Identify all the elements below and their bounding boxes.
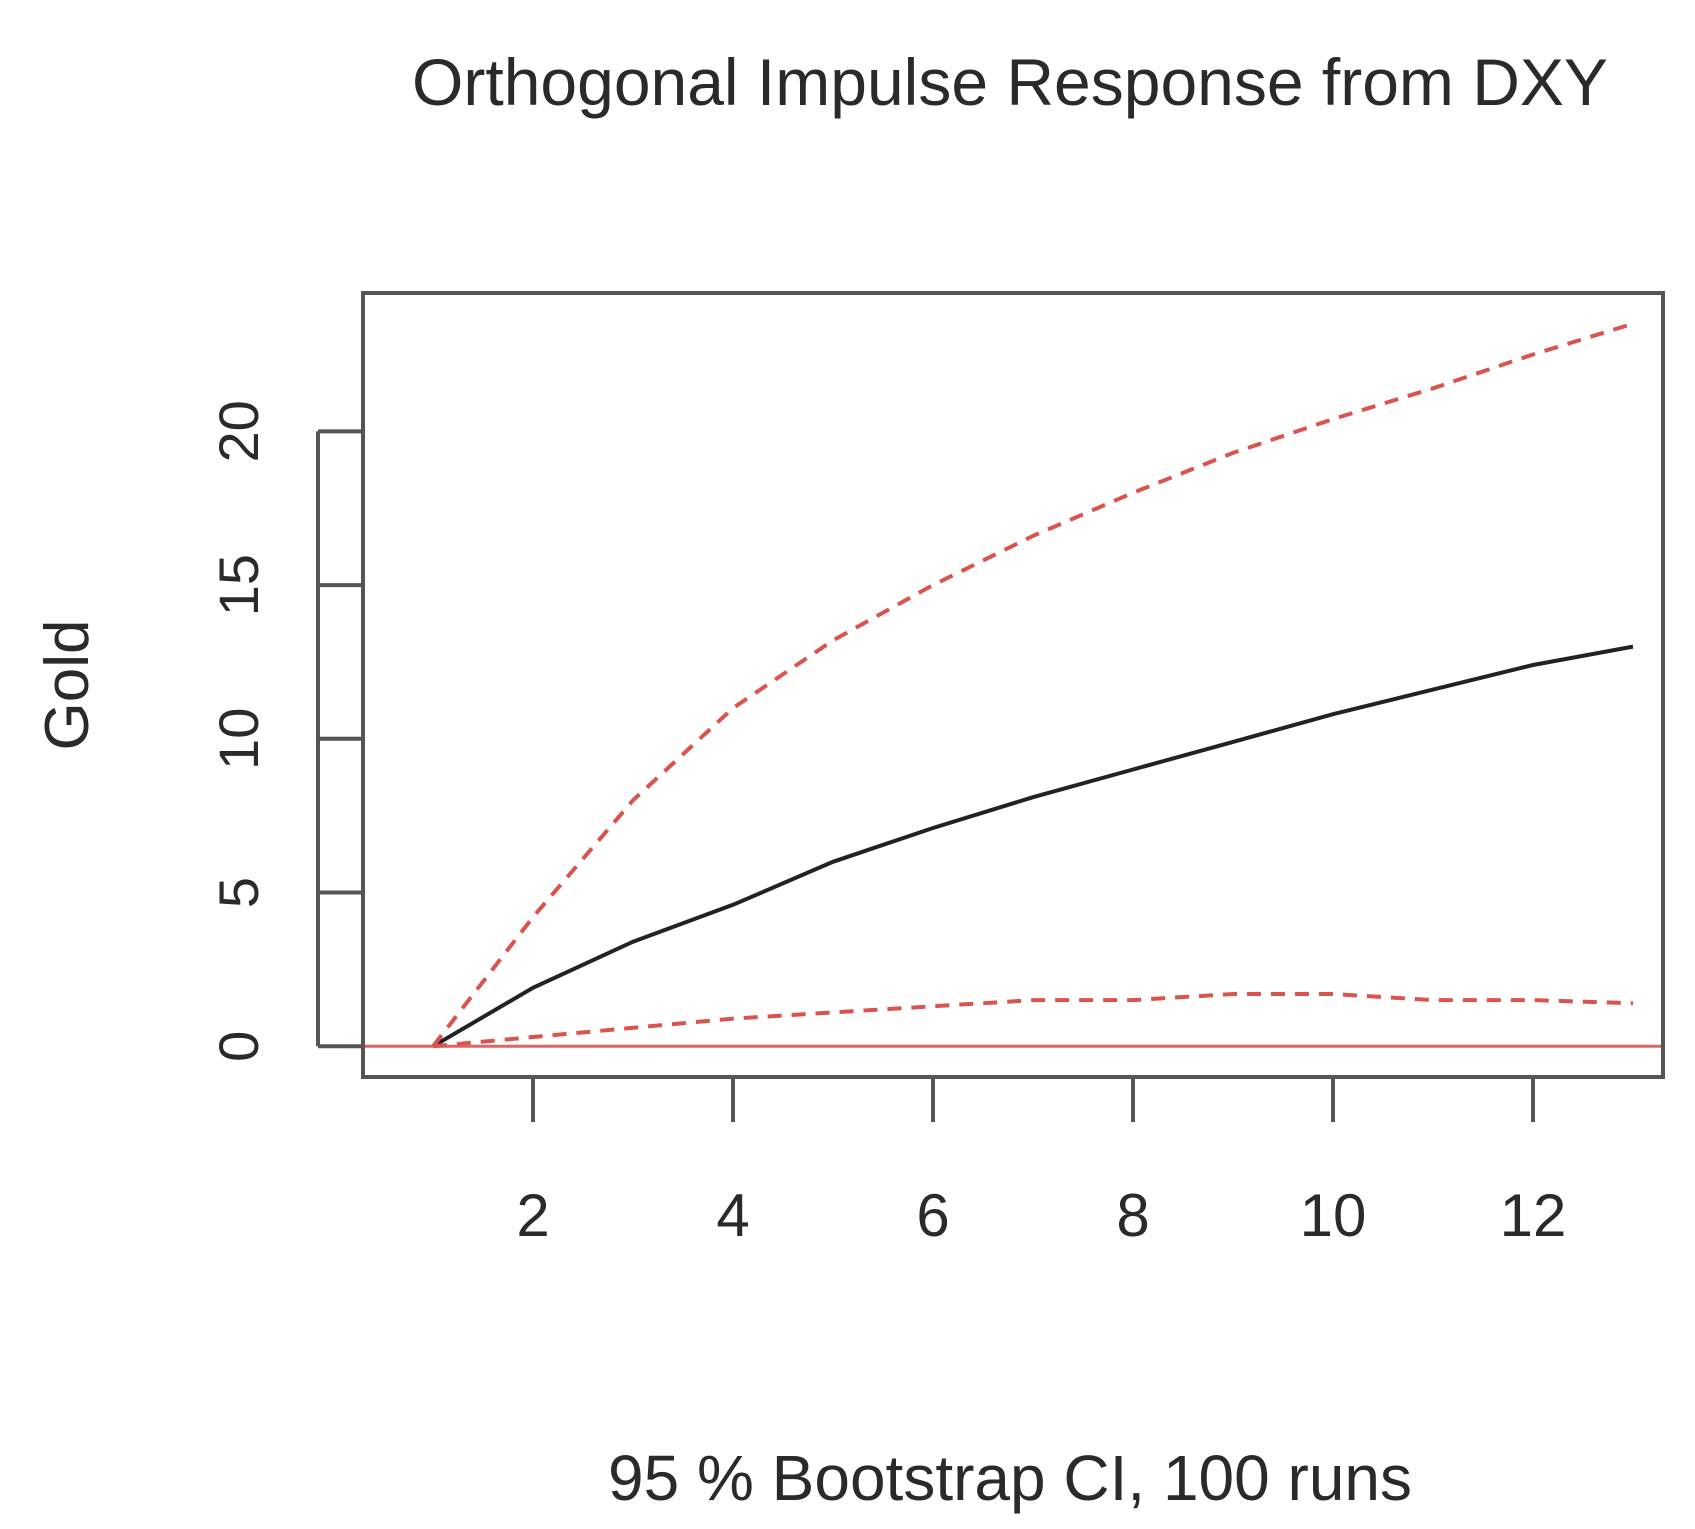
y-tick-label: 20 [207, 400, 270, 462]
y-axis-label: Gold [33, 620, 102, 751]
y-tick-label: 5 [207, 877, 270, 908]
series-line-lower [432, 992, 1634, 1049]
y-tick-label: 15 [207, 554, 270, 616]
x-axis-label: 95 % Bootstrap CI, 100 runs [608, 1442, 1412, 1514]
x-tick-label: 12 [1500, 1182, 1567, 1249]
x-tick-label: 10 [1300, 1182, 1367, 1249]
y-axis: 0 5 10 15 20 [207, 400, 363, 1062]
y-tick-label: 10 [207, 708, 270, 770]
plot-frame [361, 291, 1665, 1079]
series-line-upper [431, 321, 1634, 1048]
x-tick-label: 4 [716, 1182, 749, 1249]
x-tick-label: 2 [516, 1182, 549, 1249]
x-tick-label: 6 [916, 1182, 949, 1249]
x-axis: 2 4 6 8 10 12 [516, 1077, 1566, 1249]
y-tick-label: 0 [207, 1031, 270, 1062]
series-line-response [431, 644, 1634, 1049]
plot-area [363, 321, 1663, 1049]
chart-title: Orthogonal Impulse Response from DXY [412, 45, 1608, 119]
x-tick-label: 8 [1116, 1182, 1149, 1249]
